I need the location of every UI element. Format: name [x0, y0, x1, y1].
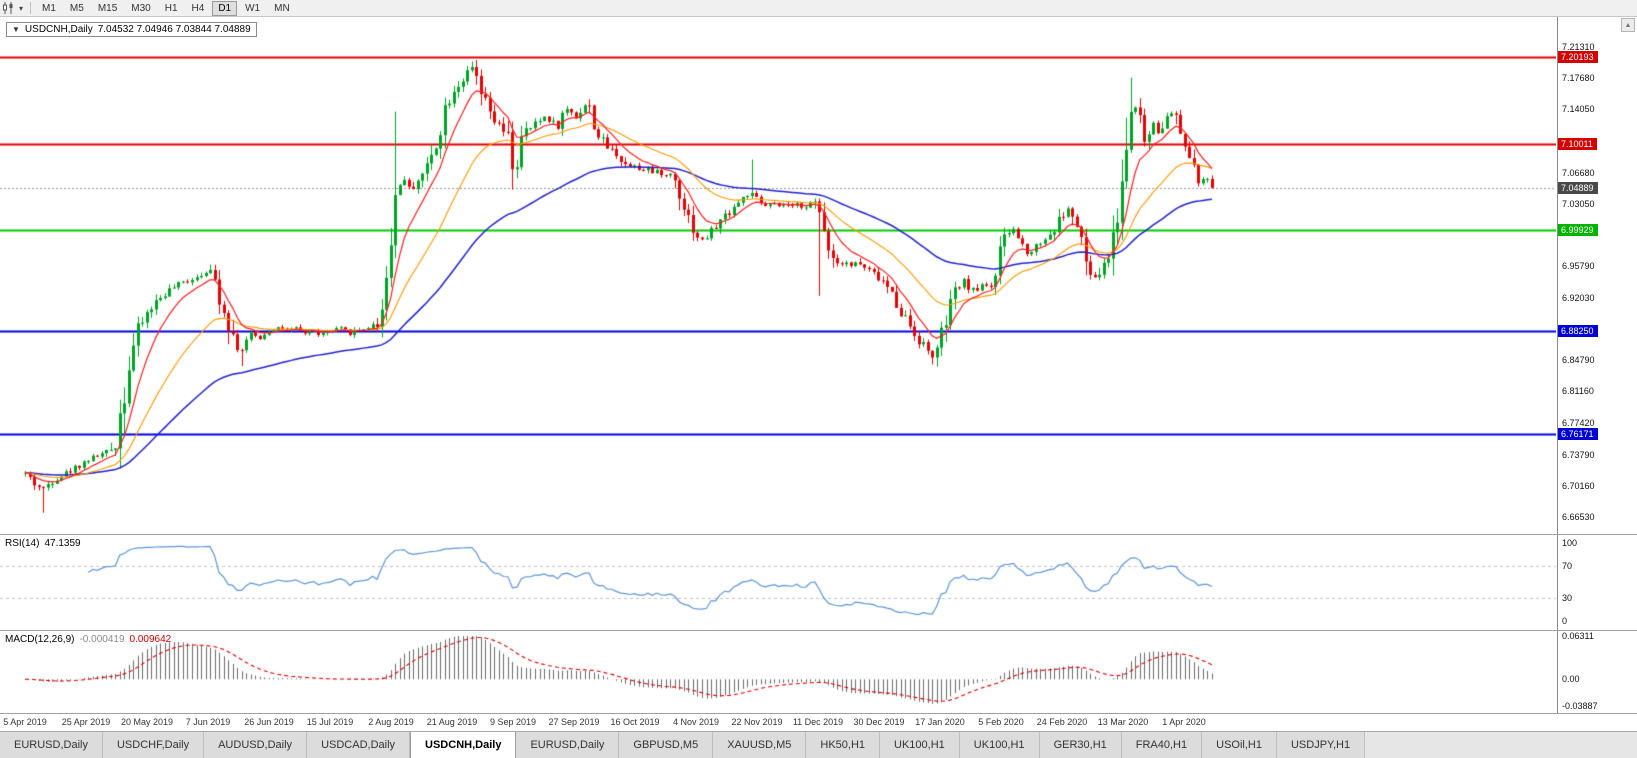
- date-label: 7 Jun 2019: [185, 717, 231, 727]
- price-badge-current-price: 7.04889: [1558, 181, 1598, 194]
- one-click-trading-arrow[interactable]: ▼: [12, 25, 20, 34]
- rsi-level-label: 100: [1562, 538, 1578, 548]
- rsi-name: RSI(14): [5, 538, 40, 549]
- price-scale[interactable]: ▲ 7.21310 7.17680 7.14050 7.06680 7.03050 6.9…: [1557, 17, 1637, 534]
- chart-tab-gbpusd-m5[interactable]: GBPUSD,M5: [619, 732, 714, 758]
- date-label: 2 Aug 2019: [368, 717, 414, 727]
- price-tick-label: 6.73790: [1562, 449, 1595, 460]
- timeframe-button-m5[interactable]: M5: [69, 2, 84, 14]
- date-label: 25 Apr 2019: [61, 717, 111, 727]
- timeframe-button-d1[interactable]: D1: [212, 0, 238, 16]
- price-tick-label: 7.06680: [1562, 167, 1595, 178]
- rsi-canvas[interactable]: [0, 535, 1556, 630]
- timeframe-button-m15[interactable]: M15: [97, 2, 118, 14]
- rsi-level-label: 30: [1562, 592, 1573, 603]
- price-tick-label: 6.84790: [1562, 355, 1595, 366]
- price-tick-label: 6.92030: [1562, 293, 1595, 304]
- price-badge-mid-level: 6.99929: [1558, 224, 1598, 237]
- macd-main-value: -0.000419: [79, 634, 125, 645]
- toolbar-separator: [30, 2, 31, 14]
- chart-tab-uk100-h1[interactable]: UK100,H1: [959, 732, 1040, 758]
- chart-tab-uk100-h1[interactable]: UK100,H1: [880, 732, 960, 758]
- chart-tab-bar: EURUSD,Daily USDCHF,Daily AUDUSD,Daily USDC…: [0, 731, 1637, 758]
- candlestick-chart-icon[interactable]: [0, 1, 16, 16]
- price-badge-resistance-upper: 7.20193: [1558, 50, 1598, 63]
- chart-tab-fra40-h1[interactable]: FRA40,H1: [1121, 732, 1203, 758]
- price-tick-label: 7.17680: [1562, 73, 1595, 84]
- chart-ohlc-label: 7.04532 7.04946 7.03844 7.04889: [97, 24, 251, 35]
- price-tick-label: 6.66530: [1562, 511, 1595, 522]
- timeframe-button-m1[interactable]: M1: [42, 2, 56, 14]
- rsi-level-label: 70: [1562, 561, 1573, 572]
- macd-indicator-panel: MACD(12,26,9) -0.000419 0.009642 0.06311…: [0, 630, 1637, 713]
- price-chart-canvas[interactable]: [0, 17, 1556, 534]
- date-label: 16 Oct 2019: [610, 717, 660, 727]
- price-tick-label: 6.81160: [1562, 386, 1594, 397]
- date-label: 5 Feb 2020: [978, 717, 1024, 727]
- rsi-level-label: 0: [1562, 616, 1568, 626]
- timeframe-button-w1[interactable]: W1: [245, 2, 261, 14]
- macd-scale-label: -0.03887: [1562, 701, 1598, 711]
- price-badge-support: 6.88250: [1558, 324, 1598, 337]
- timeframe-buttons: M1 M5 M15 M30 H1 H4 D1 W1 MN: [35, 0, 297, 16]
- timeframe-button-h4[interactable]: H4: [191, 2, 205, 14]
- date-label: 15 Jul 2019: [306, 717, 354, 727]
- date-label: 20 May 2019: [120, 717, 174, 727]
- main-chart-panel: ▼ USDCNH,Daily 7.04532 7.04946 7.03844 7…: [0, 17, 1637, 534]
- timeframe-button-mn[interactable]: MN: [274, 2, 290, 14]
- price-badge-resistance: 7.10011: [1558, 138, 1597, 151]
- date-label: 26 Jun 2019: [244, 717, 294, 727]
- timeframe-button-h1[interactable]: H1: [164, 2, 178, 14]
- price-tick-label: 7.03050: [1562, 198, 1595, 209]
- date-label: 24 Feb 2020: [1036, 717, 1088, 727]
- date-label: 11 Dec 2019: [792, 717, 844, 727]
- date-label: 13 Mar 2020: [1097, 717, 1149, 727]
- chart-symbol-label: USDCNH,Daily: [24, 24, 93, 35]
- date-label: 1 Apr 2020: [1162, 717, 1206, 727]
- price-tick-label: 7.14050: [1562, 104, 1595, 115]
- date-axis[interactable]: 5 Apr 2019 25 Apr 2019 20 May 2019 7 Jun 20…: [0, 713, 1637, 731]
- price-tick-label: 7.21310: [1562, 42, 1595, 53]
- price-badge-support-lower: 6.76171: [1558, 428, 1598, 441]
- chart-tab-usoil-h1[interactable]: USOil,H1: [1202, 732, 1277, 758]
- timeframe-toolbar: ▾ M1 M5 M15 M30 H1 H4 D1 W1 MN: [0, 0, 1637, 17]
- date-label: 17 Jan 2020: [915, 717, 965, 727]
- timeframe-button-m30[interactable]: M30: [131, 2, 151, 14]
- scroll-up-arrow[interactable]: ▲: [1621, 18, 1635, 32]
- date-label: 9 Sep 2019: [489, 717, 537, 727]
- caret-down-icon[interactable]: ▾: [18, 3, 23, 13]
- date-label: 21 Aug 2019: [426, 717, 478, 727]
- date-label: 4 Nov 2019: [672, 717, 720, 727]
- chart-tab-usdjpy-h1[interactable]: USDJPY,H1: [1276, 732, 1366, 758]
- chart-tab-usdcad-daily[interactable]: USDCAD,Daily: [307, 732, 411, 758]
- chart-tab-eurusd-daily[interactable]: EURUSD,Daily: [0, 732, 103, 758]
- macd-scale-label: 0.06311: [1562, 631, 1594, 641]
- rsi-indicator-panel: RSI(14) 47.1359 100 70 30 0: [0, 534, 1637, 630]
- chart-tab-ger30-h1[interactable]: GER30,H1: [1039, 732, 1122, 758]
- chart-tab-usdchf-daily[interactable]: USDCHF,Daily: [102, 732, 205, 758]
- chart-tab-audusd-daily[interactable]: AUDUSD,Daily: [204, 732, 308, 758]
- macd-scale-label: 0.00: [1562, 674, 1580, 685]
- date-label: 27 Sep 2019: [548, 717, 600, 727]
- price-tick-label: 6.77420: [1562, 418, 1595, 429]
- rsi-value: 47.1359: [44, 538, 81, 549]
- rsi-scale[interactable]: 100 70 30 0: [1557, 535, 1637, 630]
- chart-tab-usdcnh-daily[interactable]: USDCNH,Daily: [410, 732, 517, 758]
- rsi-label: RSI(14) 47.1359: [5, 538, 81, 549]
- chart-tab-eurusd-daily[interactable]: EURUSD,Daily: [516, 732, 620, 758]
- chart-tab-xauusd-m5[interactable]: XAUUSD,M5: [713, 732, 807, 758]
- date-label: 5 Apr 2019: [3, 717, 47, 727]
- macd-canvas[interactable]: [0, 631, 1556, 713]
- chart-title-box: ▼ USDCNH,Daily 7.04532 7.04946 7.03844 7…: [6, 22, 257, 37]
- macd-label: MACD(12,26,9) -0.000419 0.009642: [5, 634, 171, 645]
- price-tick-label: 6.95790: [1562, 260, 1595, 271]
- date-label: 22 Nov 2019: [731, 717, 783, 727]
- candlestick-glyph: [3, 2, 13, 14]
- chart-tab-hk50-h1[interactable]: HK50,H1: [806, 732, 881, 758]
- macd-signal-value: 0.009642: [129, 634, 172, 645]
- macd-name: MACD(12,26,9): [5, 634, 75, 645]
- macd-scale[interactable]: 0.06311 0.00 -0.03887: [1557, 631, 1637, 713]
- date-label: 30 Dec 2019: [853, 717, 905, 727]
- price-tick-label: 6.70160: [1562, 480, 1595, 491]
